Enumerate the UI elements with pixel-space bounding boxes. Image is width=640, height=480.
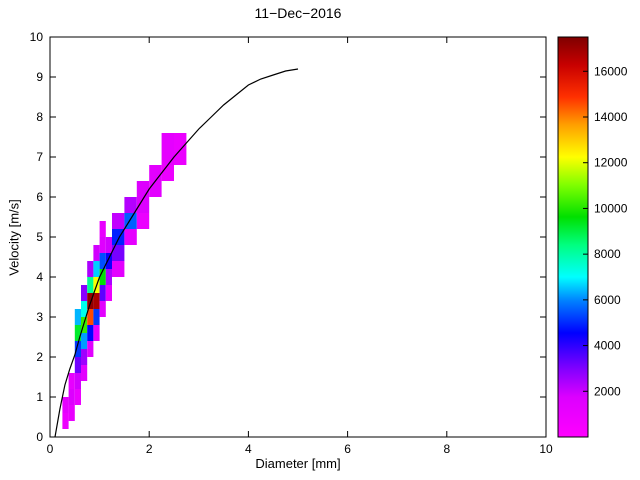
heatmap-cell: [99, 237, 106, 253]
y-tick-label: 7: [36, 150, 43, 164]
heatmap-cell: [99, 253, 106, 269]
heatmap-cell: [136, 213, 150, 229]
heatmap-cell: [87, 325, 94, 341]
heatmap-cell: [93, 325, 100, 341]
colorbar-tick-label: 6000: [594, 293, 621, 307]
x-axis-label: Diameter [mm]: [255, 456, 341, 471]
y-tick-label: 9: [36, 70, 43, 84]
heatmap-cell: [161, 133, 174, 165]
y-tick-label: 1: [36, 390, 43, 404]
heatmap-cell: [87, 293, 94, 309]
chart-title: 11−Dec−2016: [254, 5, 342, 21]
heatmap-cell: [174, 133, 187, 165]
y-tick-label: 5: [36, 230, 43, 244]
heatmap-cell: [62, 397, 69, 413]
heatmap-cell: [112, 245, 125, 261]
heatmap-cell: [74, 389, 81, 405]
heatmap-cell: [62, 413, 69, 429]
x-tick-label: 0: [47, 442, 54, 456]
colorbar-tick-label: 10000: [594, 201, 628, 215]
heatmap-cell: [105, 253, 112, 269]
heatmap-cell: [105, 285, 112, 301]
x-tick-label: 6: [344, 442, 351, 456]
colorbar-tick-label: 16000: [594, 64, 628, 78]
heatmap-cell: [161, 165, 174, 181]
heatmap-cell: [124, 197, 137, 213]
y-tick-label: 6: [36, 190, 43, 204]
y-tick-label: 3: [36, 310, 43, 324]
heatmap-cell: [93, 309, 100, 325]
colorbar-box: [557, 36, 589, 438]
heatmap-cell: [105, 269, 112, 285]
colorbar-tick-label: 8000: [594, 247, 621, 261]
heatmap-cell: [124, 229, 137, 245]
heatmap-cell: [81, 349, 88, 365]
y-tick-label: 8: [36, 110, 43, 124]
heatmap-cell: [99, 221, 106, 237]
terminal-velocity-curve: [54, 68, 299, 438]
heatmap-cell: [87, 277, 94, 293]
heatmap-cell: [99, 269, 106, 285]
heatmap-cell: [68, 373, 75, 389]
heatmap-cell: [81, 301, 88, 317]
heatmap-cell: [68, 405, 75, 421]
y-axis-label: Velocity [m/s]: [6, 199, 22, 276]
heatmap-cell: [105, 237, 112, 253]
heatmap-cell: [81, 333, 88, 349]
colorbar-tick-label: 2000: [594, 384, 621, 398]
heatmap-cell: [81, 285, 88, 301]
heatmap-cell: [74, 341, 81, 357]
heatmap-cell: [87, 261, 94, 277]
heatmap-cell: [93, 293, 100, 309]
colorbar-tick-label: 14000: [594, 110, 628, 124]
x-tick-label: 2: [146, 442, 153, 456]
y-tick-label: 4: [36, 270, 43, 284]
heatmap-cell: [74, 357, 81, 373]
x-tick-label: 4: [245, 442, 252, 456]
heatmap-cell: [136, 181, 150, 213]
heatmap-cell: [74, 309, 81, 325]
x-tick-label: 10: [539, 442, 553, 456]
heatmap-cell: [81, 365, 88, 381]
colorbar-tick-label: 12000: [594, 156, 628, 170]
y-tick-label: 0: [36, 430, 43, 444]
y-tick-label: 10: [30, 30, 44, 44]
colorbar: [558, 37, 588, 437]
heatmap-cell: [93, 261, 100, 277]
heatmap-cell: [99, 285, 106, 301]
heatmap-cell: [74, 373, 81, 389]
heatmap-cell: [93, 245, 100, 261]
heatmap-cell: [68, 389, 75, 405]
heatmap-cell: [112, 261, 125, 277]
x-tick-label: 8: [443, 442, 450, 456]
colorbar-tick-label: 4000: [594, 339, 621, 353]
heatmap-cell: [87, 341, 94, 357]
y-tick-label: 2: [36, 350, 43, 364]
heatmap-cell: [74, 325, 81, 341]
heatmap-cell: [99, 301, 106, 317]
heatmap-cell: [87, 309, 94, 325]
heatmap-cell: [112, 213, 125, 229]
